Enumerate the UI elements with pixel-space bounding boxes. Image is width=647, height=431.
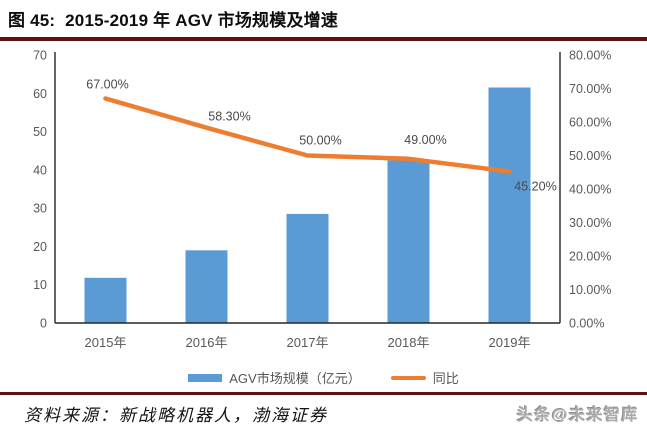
right-axis-tick: 10.00% <box>569 283 611 297</box>
left-axis-tick: 70 <box>33 49 47 63</box>
right-axis-tick: 60.00% <box>569 116 611 130</box>
x-axis-label: 2018年 <box>388 335 430 350</box>
bar-2017 <box>286 213 329 323</box>
left-axis-tick: 50 <box>33 125 47 139</box>
bar-2018 <box>387 160 430 323</box>
x-axis-label: 2016年 <box>186 335 228 350</box>
left-axis-tick: 20 <box>33 240 47 254</box>
data-label-2018: 49.00% <box>404 133 446 147</box>
right-axis-tick: 30.00% <box>569 216 611 230</box>
right-axis-tick: 80.00% <box>569 49 611 63</box>
legend-bar-swatch <box>188 373 223 382</box>
yoy-growth-line <box>103 96 512 174</box>
right-axis-tick: 50.00% <box>569 149 611 163</box>
x-axis-label: 2015年 <box>85 335 127 350</box>
right-axis-tick: 0.00% <box>569 317 604 331</box>
right-axis-tick: 70.00% <box>569 82 611 96</box>
legend-line-swatch <box>390 375 426 380</box>
x-axis-label: 2017年 <box>287 335 329 350</box>
bar-2016 <box>185 250 228 323</box>
data-label-2017: 50.00% <box>299 134 341 148</box>
bar-2015 <box>84 277 127 323</box>
source-attribution: 资料来源：新战略机器人，渤海证券 <box>24 406 328 425</box>
watermark-label: 头条@未来智库 <box>516 407 639 424</box>
legend-item-yoy: 同比 <box>390 368 459 387</box>
figure-title: 图 45: 2015-2019 年 AGV 市场规模及增速 <box>8 11 339 30</box>
data-label-2019: 45.20% <box>514 180 556 194</box>
bar-2019 <box>488 87 531 323</box>
right-axis-tick: 40.00% <box>569 183 611 197</box>
left-axis-tick: 0 <box>40 317 47 331</box>
legend-item-market-size: AGV市场规模（亿元） <box>188 368 361 387</box>
left-axis-tick: 30 <box>33 202 47 216</box>
left-axis-tick: 10 <box>33 278 47 292</box>
x-axis-label: 2019年 <box>489 335 531 350</box>
data-label-2016: 58.30% <box>208 110 250 124</box>
left-axis-tick: 60 <box>33 87 47 101</box>
right-axis-tick: 20.00% <box>569 250 611 264</box>
title-divider-rule <box>0 37 647 41</box>
chart-legend: AGV市场规模（亿元） 同比 <box>0 368 647 387</box>
chart-bottom-rule <box>0 392 647 395</box>
legend-label-yoy: 同比 <box>432 371 459 386</box>
legend-label-market-size: AGV市场规模（亿元） <box>229 371 361 386</box>
left-axis-tick: 40 <box>33 163 47 177</box>
data-label-2015: 67.00% <box>86 78 128 92</box>
